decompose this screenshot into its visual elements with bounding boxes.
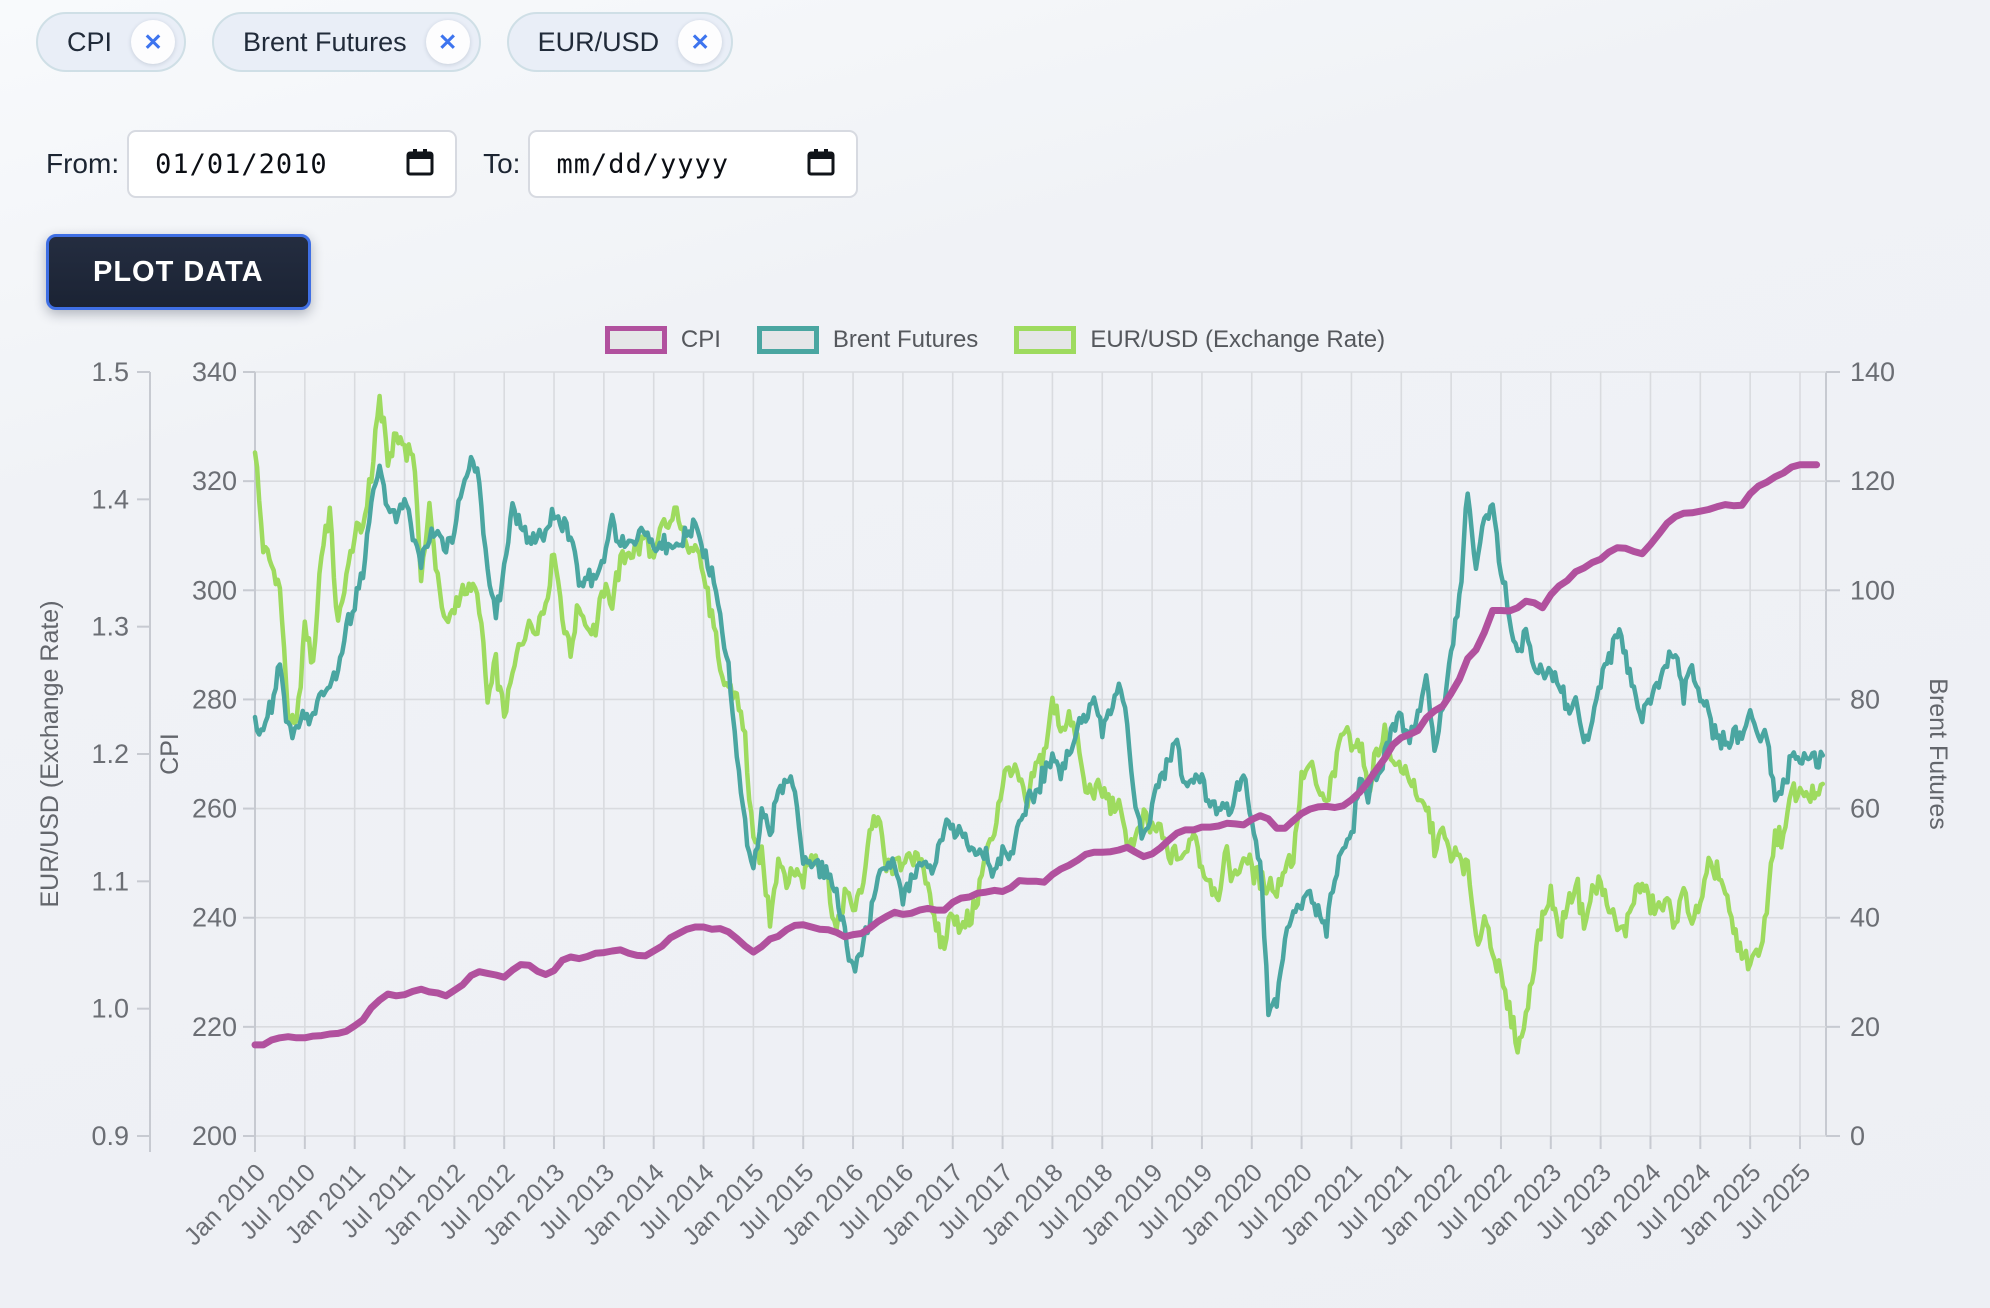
svg-text:340: 340 xyxy=(192,357,237,387)
svg-text:Brent Futures: Brent Futures xyxy=(1924,678,1952,829)
svg-text:80: 80 xyxy=(1850,684,1880,714)
svg-text:1.1: 1.1 xyxy=(91,866,129,896)
series-line-brent-futures xyxy=(255,457,1823,1015)
series-line-cpi xyxy=(255,465,1817,1045)
brent-axis: 0 20 40 60 80 100 120 140 Brent Futures xyxy=(1826,357,1952,1151)
svg-text:0: 0 xyxy=(1850,1121,1865,1151)
svg-text:20: 20 xyxy=(1850,1012,1880,1042)
chart-canvas: 0.9 1.0 1.1 1.2 1.3 1.4 1.5 EUR/USD (Exchange R… xyxy=(0,0,1990,1308)
svg-text:0.9: 0.9 xyxy=(91,1121,129,1151)
svg-text:1.2: 1.2 xyxy=(91,739,129,769)
svg-text:EUR/USD (Exchange Rate): EUR/USD (Exchange Rate) xyxy=(36,600,64,907)
svg-text:220: 220 xyxy=(192,1012,237,1042)
svg-text:60: 60 xyxy=(1850,794,1880,824)
svg-text:320: 320 xyxy=(192,466,237,496)
svg-text:1.4: 1.4 xyxy=(91,484,129,514)
svg-text:260: 260 xyxy=(192,794,237,824)
cpi-axis: 200 220 240 260 280 300 320 340 CPI xyxy=(156,357,255,1151)
svg-text:40: 40 xyxy=(1850,903,1880,933)
svg-text:140: 140 xyxy=(1850,357,1895,387)
svg-text:280: 280 xyxy=(192,684,237,714)
svg-text:CPI: CPI xyxy=(156,733,184,775)
eur-usd-axis: 0.9 1.0 1.1 1.2 1.3 1.4 1.5 EUR/USD (Exchange R… xyxy=(36,357,150,1151)
svg-text:300: 300 xyxy=(192,575,237,605)
svg-text:200: 200 xyxy=(192,1121,237,1151)
series-line-eur-usd-exchange-rate xyxy=(255,396,1823,1052)
svg-text:120: 120 xyxy=(1850,466,1895,496)
svg-text:1.5: 1.5 xyxy=(91,357,129,387)
svg-text:1.0: 1.0 xyxy=(91,994,129,1024)
x-axis-labels: Jan 2010Jul 2010Jan 2011Jul 2011Jan 2012… xyxy=(179,1136,1817,1251)
svg-text:1.3: 1.3 xyxy=(91,612,129,642)
svg-text:100: 100 xyxy=(1850,575,1895,605)
svg-text:240: 240 xyxy=(192,903,237,933)
